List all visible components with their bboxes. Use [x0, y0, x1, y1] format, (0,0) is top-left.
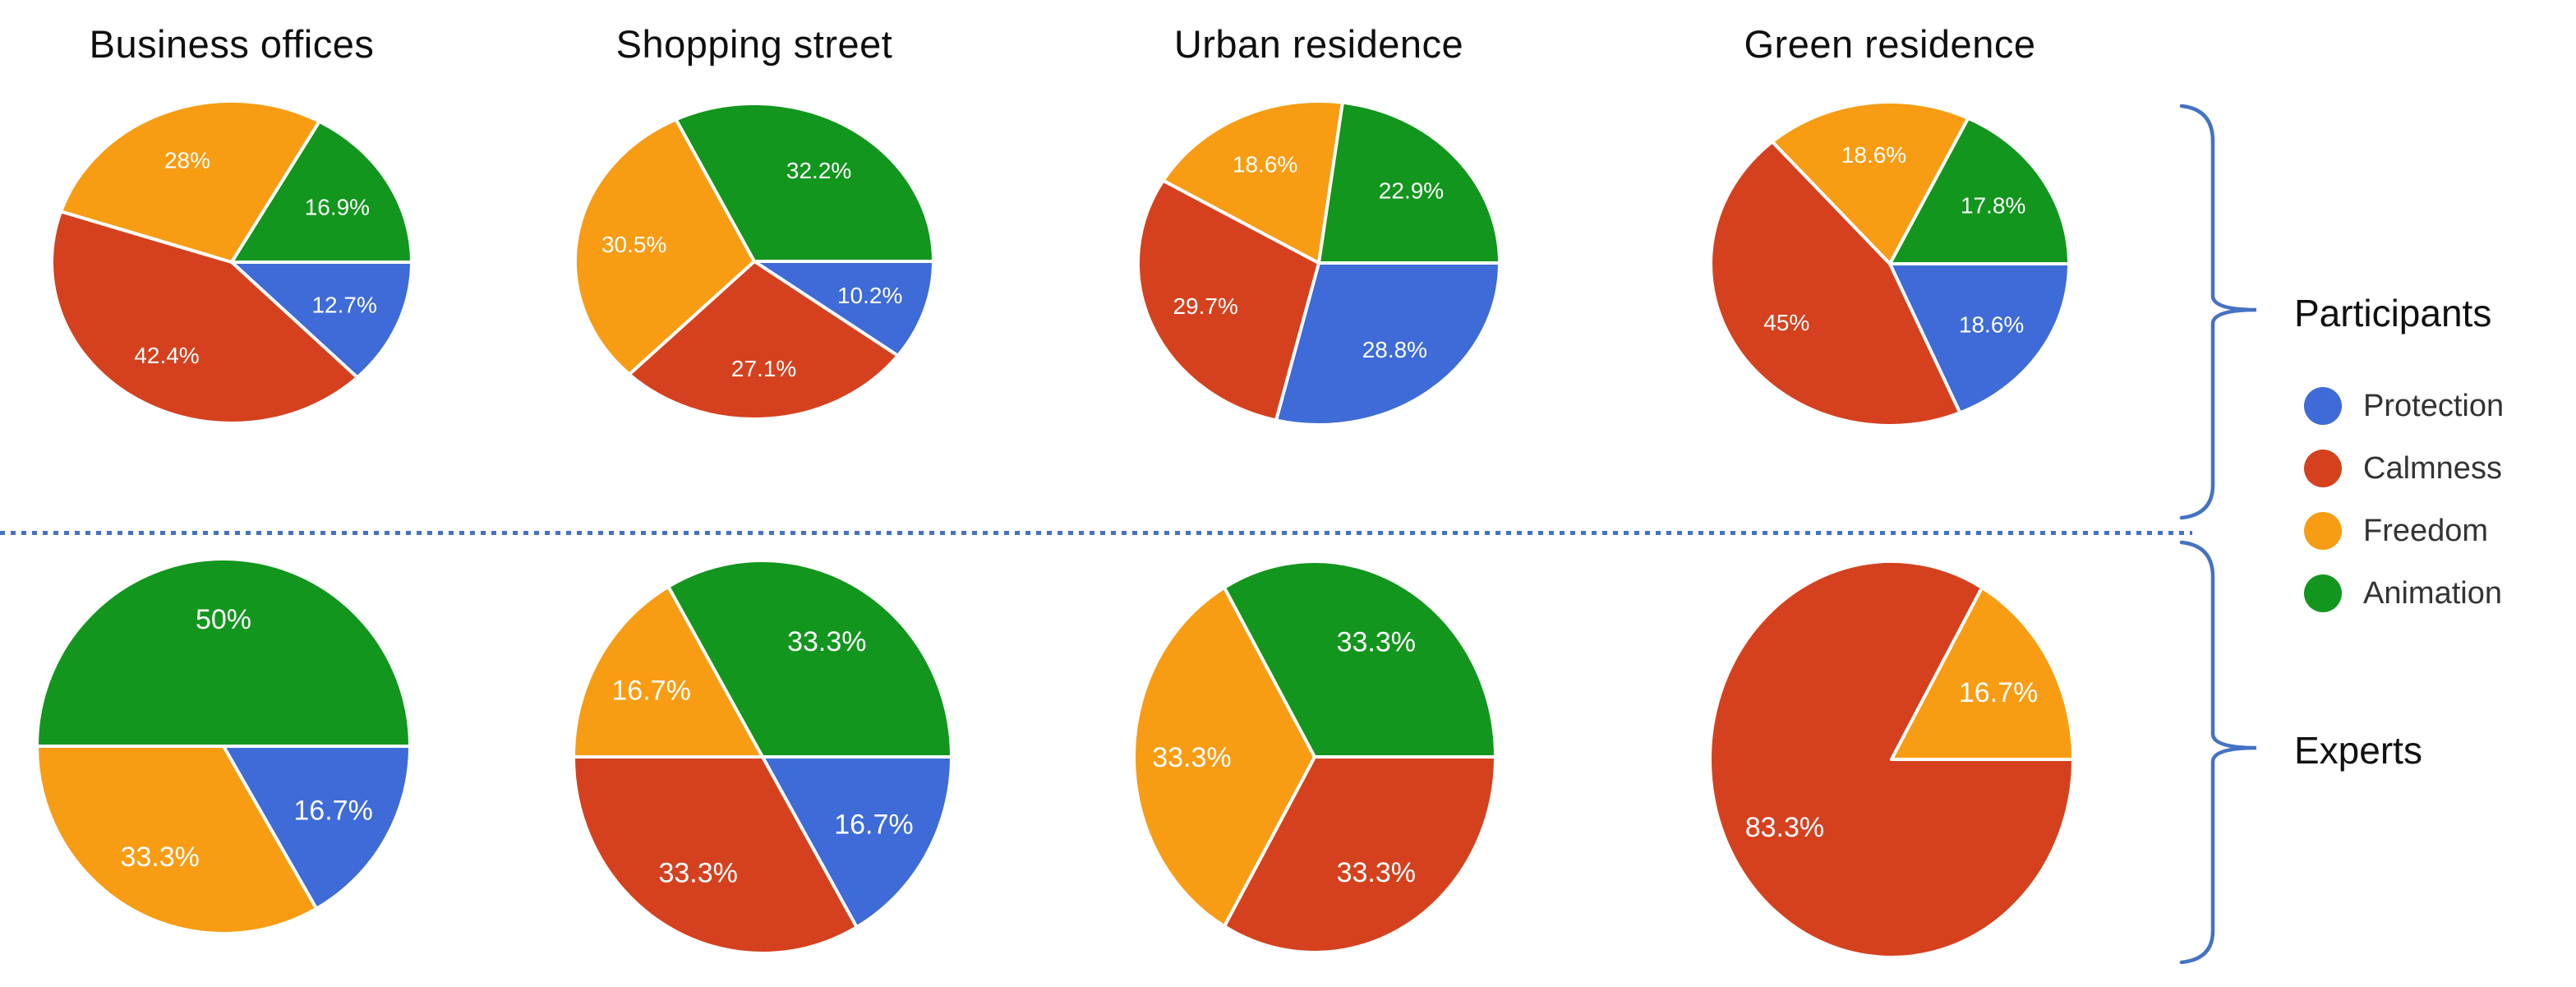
- pie-chart-participants-business-offices: 12.7% 42.4% 28% 16.9%: [49, 99, 413, 426]
- pie-slice-label: 32.2%: [786, 158, 851, 183]
- legend-item-calmness: Calmness: [2304, 449, 2504, 488]
- pie-slice-label: 16.7%: [1959, 677, 2038, 708]
- pie-slice-label: 10.2%: [837, 283, 902, 308]
- pie-slice-calmness: [1709, 140, 1962, 427]
- legend-item-label: Protection: [2363, 388, 2505, 423]
- pie-slice-label: 45%: [1763, 310, 1809, 335]
- pie-slice-protection: [753, 260, 935, 357]
- pie-slice-freedom: [35, 745, 319, 935]
- pie-slice-protection: [222, 745, 412, 911]
- row-divider-dotted-line: [0, 531, 2192, 535]
- pie-slice-label: 28%: [164, 148, 210, 173]
- pie-slice-freedom: [1161, 99, 1344, 265]
- legend-dot-calmness: [2304, 450, 2342, 487]
- pie-slice-calmness: [627, 260, 900, 422]
- pie-slice-animation: [1317, 100, 1501, 265]
- pie-slice-label: 33.3%: [120, 842, 199, 873]
- column-title-green-residence: Green residence: [1744, 22, 2036, 66]
- pie-slice-label: 16.9%: [305, 194, 370, 219]
- experts-brace: [2179, 540, 2257, 965]
- pie-slice-animation: [230, 119, 413, 264]
- column-title-shopping-street: Shopping street: [615, 22, 893, 66]
- pie-slice-freedom: [59, 99, 321, 264]
- pie-slice-freedom: [1890, 586, 2075, 761]
- pie-slice-label: 83.3%: [1745, 812, 1824, 843]
- pie-chart-experts-business-offices: 16.7% 33.3% 50%: [35, 557, 412, 935]
- legend-item-label: Freedom: [2363, 513, 2489, 548]
- legend-item-label: Calmness: [2363, 450, 2502, 486]
- row-label-experts: Experts: [2294, 729, 2422, 772]
- legend-item-freedom: Freedom: [2304, 511, 2504, 551]
- pie-slice-label: 30.5%: [601, 232, 666, 257]
- pie-slice-protection: [230, 261, 413, 380]
- pie-slice-freedom: [572, 584, 764, 759]
- pie-chart-experts-shopping-street: 16.7% 33.3% 16.7% 33.3%: [572, 559, 953, 955]
- legend-dot-animation: [2304, 574, 2342, 612]
- pie-slice-freedom: [1132, 585, 1316, 929]
- pie-slice-animation: [1888, 116, 2071, 265]
- pie-slice-label: 42.4%: [134, 343, 199, 368]
- pie-slice-label: 18.6%: [1233, 151, 1297, 177]
- pie-slice-label: 18.6%: [1841, 142, 1906, 168]
- pie-slice-animation: [35, 557, 412, 748]
- pie-chart-participants-urban-residence: 28.8% 29.7% 18.6% 22.9%: [1136, 99, 1501, 427]
- pie-slice-label: 28.8%: [1362, 337, 1427, 362]
- legend-item-animation: Animation: [2304, 574, 2504, 613]
- pie-slice-freedom: [1770, 99, 1970, 265]
- pie-slice-calmness: [1223, 755, 1497, 954]
- pie-slice-calmness: [572, 755, 859, 955]
- column-title-business-offices: Business offices: [89, 22, 375, 66]
- pie-slice-label: 33.3%: [1337, 857, 1416, 888]
- pie-slice-label: 50%: [196, 604, 251, 635]
- pie-slice-label: 29.7%: [1173, 293, 1237, 319]
- pie-slice-animation: [674, 101, 935, 263]
- pie-slice-label: 16.7%: [293, 796, 372, 827]
- column-title-urban-residence: Urban residence: [1173, 22, 1464, 66]
- pie-slice-label: 33.3%: [658, 858, 737, 889]
- pie-slice-animation: [666, 559, 953, 759]
- participants-brace: [2179, 104, 2257, 520]
- pie-slice-protection: [1274, 261, 1501, 427]
- legend-item-label: Animation: [2363, 575, 2502, 611]
- legend-item-protection: Protection: [2304, 386, 2504, 426]
- legend-dot-protection: [2304, 387, 2342, 425]
- legend-dot-freedom: [2304, 512, 2342, 550]
- pie-slice-label: 33.3%: [1337, 627, 1416, 658]
- pie-slice-label: 22.9%: [1379, 178, 1444, 204]
- pie-slice-label: 16.7%: [611, 676, 690, 707]
- legend: Protection Calmness Freedom Animation: [2304, 386, 2504, 613]
- pie-chart-experts-green-residence: 83.3% 16.7%: [1708, 559, 2075, 959]
- pie-slice-protection: [1888, 262, 2071, 415]
- pie-slice-label: 18.6%: [1959, 312, 2024, 338]
- pie-slice-label: 33.3%: [787, 626, 866, 657]
- pie-chart-participants-green-residence: 18.6% 45% 18.6% 17.8%: [1709, 99, 2071, 427]
- pie-chart-experts-urban-residence: 33.3% 33.3% 33.3%: [1132, 560, 1497, 954]
- pie-slice-label: 12.7%: [311, 293, 376, 318]
- pie-slice-calmness: [49, 210, 359, 426]
- pie-slice-label: 17.8%: [1961, 193, 2025, 219]
- pie-slice-label: 16.7%: [834, 809, 913, 840]
- pie-slice-protection: [761, 755, 953, 929]
- row-label-participants: Participants: [2294, 292, 2492, 334]
- pie-slice-label: 33.3%: [1152, 742, 1231, 773]
- pie-chart-participants-shopping-street: 10.2% 27.1% 30.5% 32.2%: [573, 101, 935, 422]
- pie-slice-label: 27.1%: [731, 356, 796, 381]
- pie-slice-animation: [1223, 560, 1497, 759]
